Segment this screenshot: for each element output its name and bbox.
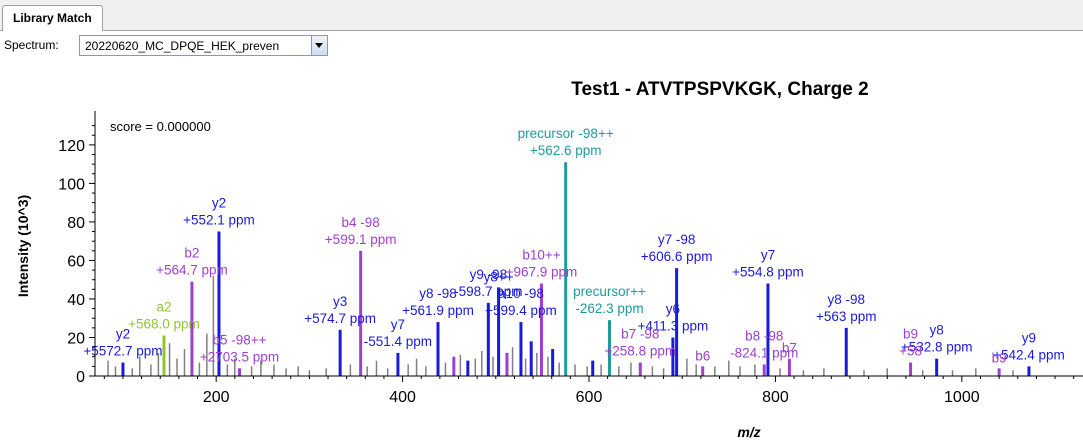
- axes: 0 20 40 60 80 100 120 200 400 600 800 1000: [58, 111, 1083, 406]
- peak-label-26: b6: [695, 348, 710, 363]
- peak-ppm-23: +2703.5 ppm: [200, 349, 279, 364]
- spectrum-selector-row: Spectrum: 20220620_MC_DPQE_HEK_preven: [0, 31, 1083, 61]
- chevron-down-icon: [315, 43, 323, 48]
- peak-ppm-10: +563 ppm: [816, 309, 876, 324]
- peak-label-12: y6: [666, 301, 680, 316]
- peak-label-7: b10++: [522, 248, 560, 263]
- peak-ppm-13: +561.9 ppm: [402, 303, 474, 318]
- y-tick-label: 80: [67, 215, 85, 232]
- tab-strip: Library Match: [0, 0, 1083, 31]
- peak-ppm-25: -824.1 ppm: [730, 345, 798, 360]
- peak-ppm-7: +967.9 ppm: [506, 265, 578, 280]
- peak-label-24: b7 -98: [621, 327, 659, 342]
- x-tick-label: 600: [576, 389, 603, 406]
- peak-ppm-12: +411.3 ppm: [638, 318, 709, 333]
- peak-label-6: precursor++: [573, 284, 646, 299]
- y-tick-label: 120: [58, 138, 85, 155]
- peak-label-18: y8: [930, 323, 944, 338]
- x-tick-label: 200: [203, 389, 230, 406]
- chart-title: Test1 - ATVTPSPVKGK, Charge 2: [571, 79, 868, 100]
- annotated-peaks: y2 +552.1 ppm b2 +564.7 ppm a2 +568.0 ppm b4 -…: [83, 126, 1065, 376]
- x-tick-label: 400: [389, 389, 416, 406]
- peak-label-16: y7: [391, 317, 405, 332]
- spectrum-label: Spectrum:: [4, 38, 59, 52]
- score-annotation: score = 0.000000: [110, 119, 211, 134]
- peak-ppm-0: +552.1 ppm: [183, 213, 255, 228]
- y-tick-label: 100: [58, 176, 85, 193]
- peak-label-22: y2: [116, 327, 130, 342]
- peak-ppm-17: +599.4 ppm: [485, 303, 557, 318]
- peak-label-15: y8++: [484, 269, 514, 284]
- peak-label-5: precursor -98++: [518, 126, 614, 141]
- peak-ppm-5: +562.6 ppm: [530, 143, 602, 158]
- peak-ppm-4: +574.7 ppm: [304, 311, 376, 326]
- y-tick-label: 20: [67, 330, 85, 347]
- peak-ppm-6: -262.3 ppm: [575, 301, 643, 316]
- x-axis-label: m/z: [737, 424, 760, 440]
- peak-label-25: b8 -98: [745, 328, 783, 343]
- y-tick-label: 0: [76, 369, 85, 386]
- x-tick-label: 800: [762, 389, 789, 406]
- dropdown-button[interactable]: [311, 36, 327, 55]
- tab-library-match[interactable]: Library Match: [2, 5, 103, 31]
- peak-label-10: y8 -98: [827, 292, 865, 307]
- peak-ppm-18: +532.8 ppm: [901, 340, 973, 355]
- peak-ppm-24: +258.8 ppm: [604, 344, 676, 359]
- peak-label-14: y9 -98: [470, 267, 508, 282]
- y-axis-label: Intensity (10^3): [15, 195, 31, 297]
- peak-label-19: y9: [1022, 330, 1036, 345]
- noise-peaks: [107, 275, 1014, 376]
- peak-label-4: y3: [333, 294, 347, 309]
- peak-label-23: b5 -98++: [212, 332, 266, 347]
- peak-ppm-20: +58: [899, 344, 922, 359]
- peak-label-0: y2: [212, 196, 226, 211]
- peak-label-3: b4 -98: [342, 215, 380, 230]
- peak-ppm-1: +564.7 ppm: [156, 263, 228, 278]
- peak-ppm-9: +554.8 ppm: [732, 265, 804, 280]
- peak-label-1: b2: [184, 246, 199, 261]
- peak-label-21: b9: [992, 350, 1007, 365]
- peak-ppm-16: -551.4 ppm: [364, 334, 432, 349]
- spectrum-chart[interactable]: Test1 - ATVTPSPVKGK, Charge 2 score = 0.…: [0, 61, 1083, 441]
- peak-label-2: a2: [156, 300, 171, 315]
- peak-label-9: y7: [761, 248, 775, 263]
- peak-ppm-19: +542.4 ppm: [993, 347, 1065, 362]
- y-tick-label: 40: [67, 292, 85, 309]
- peak-label-17: a10 -98: [498, 286, 544, 301]
- peak-label-11: b7: [782, 341, 797, 356]
- peak-ppm-8: +606.6 ppm: [641, 249, 713, 264]
- peak-ppm-22: +5572.7 ppm: [83, 344, 162, 359]
- y-tick-label: 60: [67, 253, 85, 270]
- x-tick-label: 1000: [944, 389, 980, 406]
- peak-label-8: y7 -98: [658, 232, 696, 247]
- spectrum-dropdown[interactable]: 20220620_MC_DPQE_HEK_preven: [79, 35, 328, 56]
- peak-label-20: b9: [903, 327, 918, 342]
- spectrum-dropdown-value: 20220620_MC_DPQE_HEK_preven: [85, 39, 280, 53]
- peak-ppm-14: -598.7 ppm: [454, 284, 522, 299]
- peak-ppm-3: +599.1 ppm: [325, 232, 397, 247]
- peak-ppm-2: +568.0 ppm: [128, 317, 200, 332]
- peak-label-13: y8 -98: [419, 286, 457, 301]
